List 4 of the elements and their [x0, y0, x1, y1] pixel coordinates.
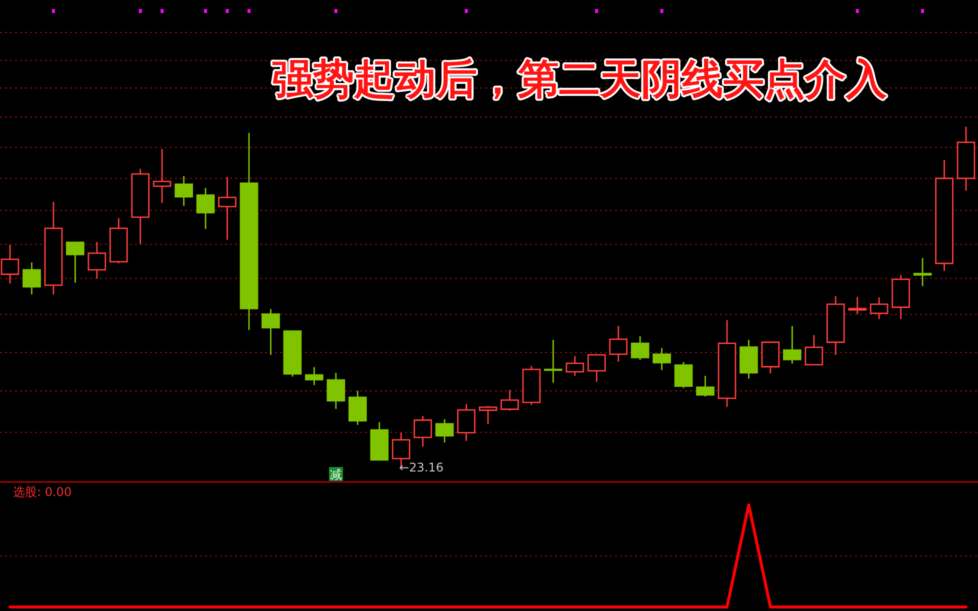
chart-title: 强势起动后，第二天阴线买点介入 [272, 55, 888, 103]
chart-title: 选股: 0.00 [13, 485, 72, 499]
annotation: ←23.16 [399, 460, 444, 475]
note: 减 [329, 467, 343, 482]
